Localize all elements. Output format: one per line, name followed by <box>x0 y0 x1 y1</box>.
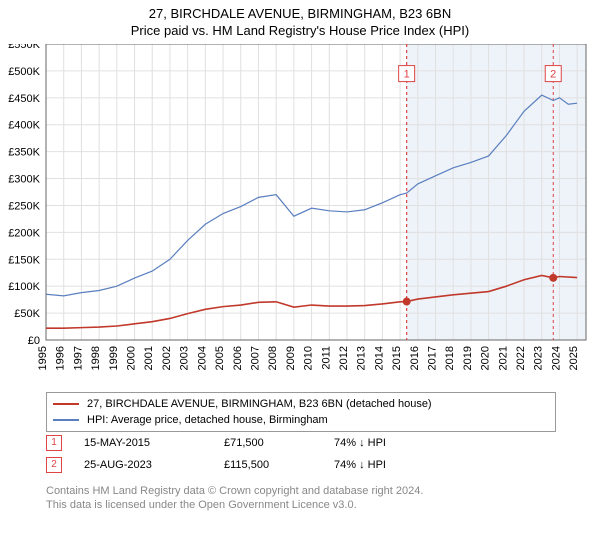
svg-text:2008: 2008 <box>267 346 279 370</box>
legend: 27, BIRCHDALE AVENUE, BIRMINGHAM, B23 6B… <box>46 392 556 432</box>
svg-text:2025: 2025 <box>568 346 580 370</box>
svg-text:2011: 2011 <box>320 346 332 370</box>
chart-svg: £0 £50K £100K £150K £200K £250K £300K £350K £400… <box>0 44 600 384</box>
svg-text:2: 2 <box>550 69 556 81</box>
point-price: £115,500 <box>224 459 334 471</box>
svg-text:2019: 2019 <box>462 346 474 370</box>
svg-text:2021: 2021 <box>497 346 509 370</box>
svg-text:2023: 2023 <box>533 346 545 370</box>
svg-text:2004: 2004 <box>196 346 208 370</box>
footer-line-2: This data is licensed under the Open Gov… <box>46 498 556 512</box>
svg-text:1998: 1998 <box>90 346 102 370</box>
svg-text:£400K: £400K <box>8 120 40 132</box>
svg-text:2014: 2014 <box>373 346 385 370</box>
legend-swatch <box>53 419 79 421</box>
svg-text:2001: 2001 <box>143 346 155 370</box>
legend-swatch <box>53 403 79 405</box>
point-price: £71,500 <box>224 437 334 449</box>
svg-text:2007: 2007 <box>249 346 261 370</box>
svg-text:1: 1 <box>404 69 410 81</box>
svg-text:2022: 2022 <box>515 346 527 370</box>
svg-text:2020: 2020 <box>480 346 492 370</box>
svg-text:1997: 1997 <box>72 346 84 370</box>
svg-text:2000: 2000 <box>126 346 138 370</box>
point-badge: 2 <box>46 457 62 473</box>
title-line-2: Price paid vs. HM Land Registry's House … <box>0 23 600 38</box>
chart-container: 27, BIRCHDALE AVENUE, BIRMINGHAM, B23 6B… <box>0 0 600 560</box>
svg-text:£200K: £200K <box>8 227 40 239</box>
svg-text:2005: 2005 <box>214 346 226 370</box>
legend-item: HPI: Average price, detached house, Birm… <box>53 412 549 428</box>
title-block: 27, BIRCHDALE AVENUE, BIRMINGHAM, B23 6B… <box>0 0 600 38</box>
data-points: 1 15-MAY-2015 £71,500 74% ↓ HPI 2 25-AUG… <box>46 432 556 476</box>
svg-text:2006: 2006 <box>232 346 244 370</box>
chart: £0 £50K £100K £150K £200K £250K £300K £350K £400… <box>0 44 600 384</box>
svg-text:1996: 1996 <box>55 346 67 370</box>
svg-text:1999: 1999 <box>108 346 120 370</box>
legend-label: HPI: Average price, detached house, Birm… <box>87 412 328 428</box>
svg-text:2024: 2024 <box>550 346 562 370</box>
svg-text:2012: 2012 <box>338 346 350 370</box>
title-line-1: 27, BIRCHDALE AVENUE, BIRMINGHAM, B23 6B… <box>0 6 600 21</box>
svg-text:£500K: £500K <box>8 66 40 78</box>
svg-text:£450K: £450K <box>8 93 40 105</box>
svg-text:£250K: £250K <box>8 200 40 212</box>
legend-label: 27, BIRCHDALE AVENUE, BIRMINGHAM, B23 6B… <box>87 396 432 412</box>
point-badge: 1 <box>46 435 62 451</box>
legend-item: 27, BIRCHDALE AVENUE, BIRMINGHAM, B23 6B… <box>53 396 549 412</box>
point-date: 15-MAY-2015 <box>84 437 224 449</box>
svg-text:2016: 2016 <box>409 346 421 370</box>
svg-text:£550K: £550K <box>8 44 40 51</box>
svg-text:2003: 2003 <box>179 346 191 370</box>
svg-text:£50K: £50K <box>14 308 40 320</box>
svg-text:2002: 2002 <box>161 346 173 370</box>
data-point-row: 1 15-MAY-2015 £71,500 74% ↓ HPI <box>46 432 556 454</box>
svg-text:£0: £0 <box>28 335 40 347</box>
svg-text:2018: 2018 <box>444 346 456 370</box>
point-pct: 74% ↓ HPI <box>334 459 444 471</box>
point-pct: 74% ↓ HPI <box>334 437 444 449</box>
svg-text:2013: 2013 <box>356 346 368 370</box>
svg-text:£300K: £300K <box>8 174 40 186</box>
svg-text:1995: 1995 <box>37 346 49 370</box>
point-date: 25-AUG-2023 <box>84 459 224 471</box>
svg-text:2017: 2017 <box>427 346 439 370</box>
svg-text:£150K: £150K <box>8 254 40 266</box>
svg-text:2009: 2009 <box>285 346 297 370</box>
svg-text:£350K: £350K <box>8 147 40 159</box>
svg-text:£100K: £100K <box>8 281 40 293</box>
data-point-row: 2 25-AUG-2023 £115,500 74% ↓ HPI <box>46 454 556 476</box>
svg-text:2010: 2010 <box>303 346 315 370</box>
footer: Contains HM Land Registry data © Crown c… <box>46 484 556 512</box>
footer-line-1: Contains HM Land Registry data © Crown c… <box>46 484 556 498</box>
svg-text:2015: 2015 <box>391 346 403 370</box>
